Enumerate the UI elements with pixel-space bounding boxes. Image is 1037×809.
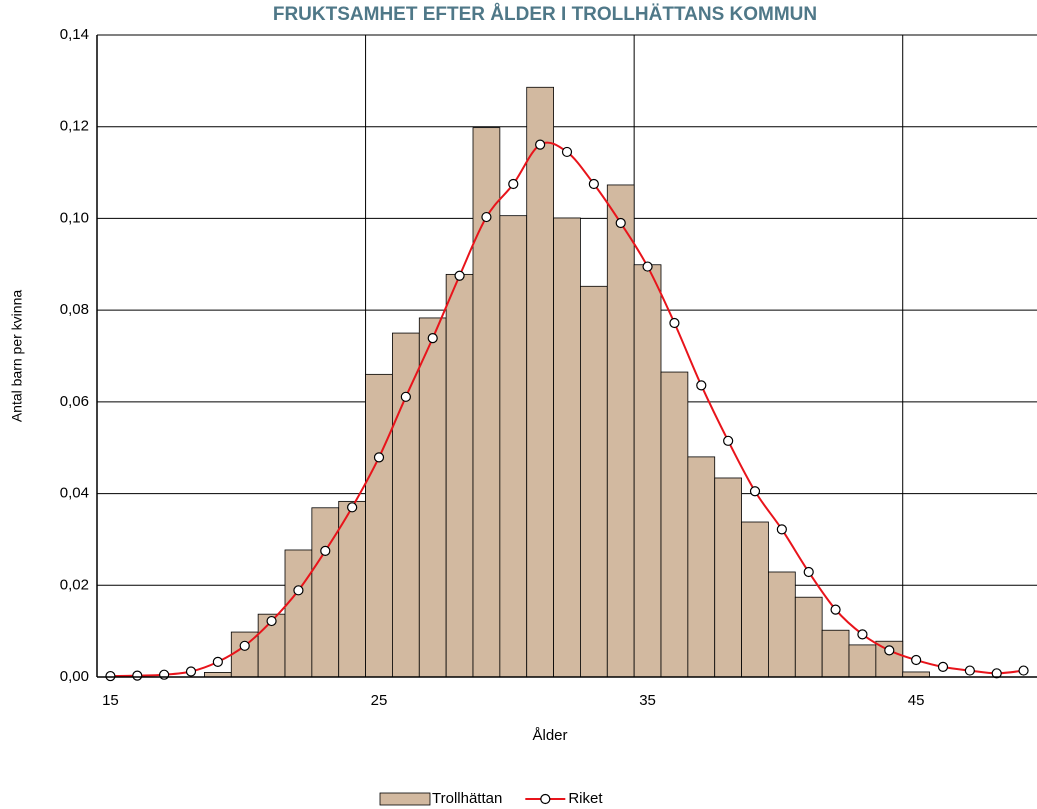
bar <box>633 264 662 678</box>
bar <box>365 373 393 678</box>
bar <box>311 507 340 678</box>
bar <box>741 521 769 678</box>
legend-swatch <box>379 792 431 806</box>
bar <box>902 671 930 678</box>
marker <box>723 435 734 446</box>
marker <box>185 666 197 677</box>
marker <box>857 629 868 640</box>
bar <box>606 184 635 678</box>
marker <box>454 270 465 281</box>
y-tick-label: 0,14 <box>60 26 89 43</box>
y-tick-label: 0,04 <box>60 485 89 502</box>
x-tick-label: 45 <box>908 692 925 709</box>
marker <box>561 146 573 158</box>
bar <box>338 500 366 678</box>
bar <box>687 456 716 678</box>
y-tick-label: 0,06 <box>60 393 89 410</box>
marker <box>159 669 170 680</box>
marker <box>481 211 492 223</box>
marker <box>347 502 358 513</box>
bar <box>794 596 823 678</box>
marker <box>911 654 922 666</box>
marker <box>212 656 223 667</box>
marker <box>642 261 653 272</box>
marker <box>696 380 707 391</box>
bar <box>848 644 877 678</box>
chart-title: FRUKTSAMHET EFTER ÅLDER I TROLLHÄTTANS K… <box>273 4 817 25</box>
marker <box>991 668 1002 679</box>
bar <box>553 217 581 678</box>
y-tick-label: 0,10 <box>60 209 89 226</box>
marker <box>615 217 626 229</box>
marker <box>1018 665 1029 676</box>
marker <box>964 665 975 676</box>
marker <box>535 139 546 150</box>
bar <box>284 549 313 678</box>
legend-label: Riket <box>568 790 603 807</box>
marker <box>105 670 116 682</box>
marker <box>776 524 787 535</box>
bar <box>418 317 447 678</box>
marker <box>937 661 949 673</box>
y-tick-label: 0,08 <box>60 301 89 318</box>
bar <box>445 273 474 678</box>
x-tick-label: 15 <box>102 692 119 709</box>
bar <box>660 371 689 678</box>
y-tick-label: 0,00 <box>60 668 89 685</box>
bar <box>526 86 554 678</box>
marker <box>239 640 250 651</box>
legend-label: Trollhättan <box>432 790 502 807</box>
marker <box>427 333 438 344</box>
marker <box>588 178 599 190</box>
bar <box>472 127 501 678</box>
x-axis-label: Ålder <box>532 727 567 744</box>
bar <box>714 477 742 678</box>
bar <box>392 332 420 678</box>
x-tick-label: 25 <box>371 692 388 709</box>
marker <box>884 645 895 656</box>
y-axis-label: Antal barn per kvinna <box>9 290 25 423</box>
x-tick-label: 35 <box>639 692 656 709</box>
marker <box>669 317 680 329</box>
legend-swatch-marker <box>540 793 551 805</box>
y-tick-label: 0,12 <box>60 118 89 135</box>
bar <box>768 571 796 678</box>
marker <box>266 615 277 627</box>
bar <box>821 629 850 678</box>
bar <box>580 285 608 678</box>
marker <box>132 670 143 681</box>
marker <box>830 604 841 615</box>
marker <box>508 178 519 190</box>
marker <box>400 391 411 402</box>
marker <box>373 452 385 463</box>
marker <box>293 585 304 596</box>
marker <box>803 566 814 578</box>
bar <box>499 215 528 678</box>
marker <box>749 486 761 497</box>
y-tick-label: 0,02 <box>60 576 89 593</box>
marker <box>320 545 331 556</box>
